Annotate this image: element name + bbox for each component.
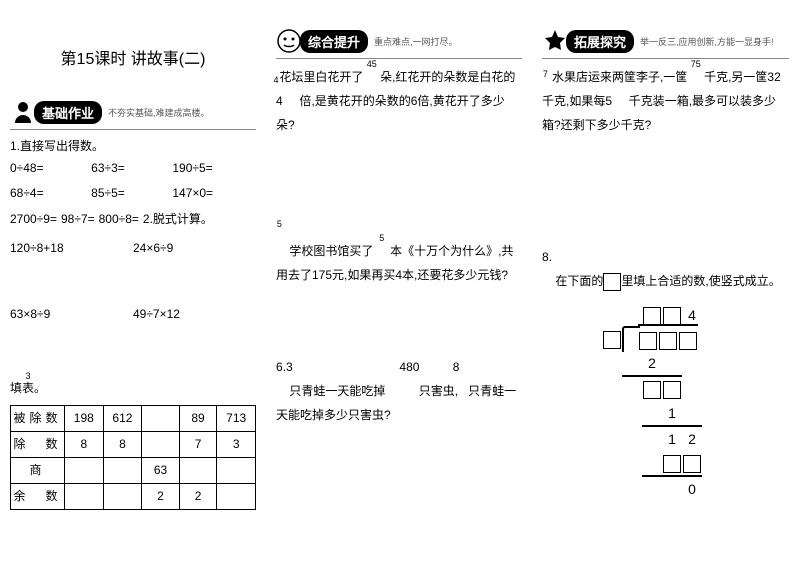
table-cell: 612 bbox=[103, 406, 142, 432]
section-ext-badge: 拓展探究 bbox=[566, 30, 634, 53]
table-cell bbox=[103, 458, 142, 484]
divider bbox=[10, 129, 256, 130]
divider bbox=[542, 58, 789, 59]
star-icon bbox=[542, 28, 568, 54]
page-title: 第15课时 讲故事(二) bbox=[10, 45, 256, 69]
q4: 4 花坛里白花开了 45 朵,红花开的朵数是白花的4 倍,是黄花开的朵数的6倍,… bbox=[276, 65, 522, 137]
vertical-division: 4 2 bbox=[602, 303, 789, 501]
section-basic-header: 基础作业 不夯实基础,难建成高楼。 bbox=[10, 99, 256, 125]
q2-stem: 2.脱式计算。 bbox=[143, 209, 213, 231]
q3-table: 被除数 198 612 89 713 除 数 8 8 7 3 商 63 bbox=[10, 405, 256, 510]
q4-sup: 45 bbox=[367, 65, 377, 89]
table-header: 商 bbox=[11, 458, 65, 484]
table-cell bbox=[64, 484, 103, 510]
calc-cell: 63÷3= bbox=[91, 158, 172, 180]
calc-cell: 0÷48= bbox=[10, 158, 91, 180]
calc-cell: 98÷7= bbox=[61, 209, 95, 231]
calc-cell: 85÷5= bbox=[91, 183, 172, 205]
q7-text: 水果店运来两筐李子,一筐 bbox=[552, 70, 687, 84]
q5-text: 学校图书馆买了 bbox=[289, 244, 373, 258]
person-icon bbox=[10, 99, 36, 125]
table-cell bbox=[179, 458, 217, 484]
q4-text: 花坛里白花开了 bbox=[279, 70, 363, 84]
table-cell: 2 bbox=[179, 484, 217, 510]
calc-cell: 24×6÷9 bbox=[133, 238, 256, 260]
q6-n2: 480 bbox=[399, 360, 419, 374]
q6-text: 只青蛙一天能吃掉 bbox=[289, 384, 385, 398]
table-header: 被除数 bbox=[11, 406, 65, 432]
q8-stem2: 里填上合适的数,使竖式成立。 bbox=[621, 274, 780, 288]
table-cell: 7 bbox=[179, 432, 217, 458]
q7-sup: 75 bbox=[691, 65, 701, 89]
table-cell: 63 bbox=[142, 458, 180, 484]
calc-cell: 800÷8= bbox=[99, 209, 139, 231]
q6: 6.3 480 8 只青蛙一天能吃掉 只害虫, 只青蛙一天能吃掉多少只害虫? bbox=[276, 355, 522, 427]
q8-num: 8 bbox=[542, 250, 549, 264]
q1-stem: 1.直接写出得数。 bbox=[10, 136, 256, 158]
table-cell bbox=[217, 458, 256, 484]
q3-num: 3 填表。 bbox=[10, 378, 46, 400]
q8-stem: 在下面的 bbox=[555, 274, 603, 288]
table-header: 除 数 bbox=[11, 432, 65, 458]
calc-cell: 49÷7×12 bbox=[133, 304, 256, 326]
table-cell: 713 bbox=[217, 406, 256, 432]
table-cell bbox=[103, 484, 142, 510]
table-cell bbox=[142, 432, 180, 458]
table-cell bbox=[142, 406, 180, 432]
face-icon bbox=[276, 28, 302, 54]
q6-text: 只害虫, bbox=[419, 384, 458, 398]
q6-num: 6 bbox=[276, 360, 283, 374]
calc-cell: 68÷4= bbox=[10, 183, 91, 205]
table-cell bbox=[217, 484, 256, 510]
q5: 5 学校图书馆买了 5 本《十万个为什么》,共用去了175元,如果再买4本,还要… bbox=[276, 215, 522, 287]
q6-n3: 8 bbox=[453, 360, 460, 374]
q5-sup: 5 bbox=[377, 239, 387, 263]
calc-cell: 147×0= bbox=[172, 183, 253, 205]
table-cell: 8 bbox=[103, 432, 142, 458]
table-cell: 2 bbox=[142, 484, 180, 510]
table-cell: 8 bbox=[64, 432, 103, 458]
section-comp-header: 综合提升 重点难点,一网打尽。 bbox=[276, 28, 522, 54]
table-header: 余 数 bbox=[11, 484, 65, 510]
q7: 7 水果店运来两筐李子,一筐 75 千克,另一筐32千克,如果每5 千克装一箱,… bbox=[542, 65, 789, 137]
q2: 120÷8+18 24×6÷9 63×8÷9 49÷7×12 bbox=[10, 238, 256, 369]
calc-cell: 2700÷9= bbox=[10, 209, 57, 231]
section-basic-caption: 不夯实基础,难建成高楼。 bbox=[108, 106, 256, 119]
section-basic-badge: 基础作业 bbox=[34, 101, 102, 124]
section-ext-header: 拓展探究 举一反三,应用创新,方能一显身手! bbox=[542, 28, 789, 54]
calc-cell: 63×8÷9 bbox=[10, 304, 133, 326]
table-cell: 3 bbox=[217, 432, 256, 458]
section-ext-caption: 举一反三,应用创新,方能一显身手! bbox=[640, 35, 789, 48]
calc-cell: 190÷5= bbox=[172, 158, 253, 180]
table-cell: 89 bbox=[179, 406, 217, 432]
table-cell bbox=[64, 458, 103, 484]
section-comp-badge: 综合提升 bbox=[300, 30, 368, 53]
q8: 8. 在下面的里填上合适的数,使竖式成立。 4 2 bbox=[542, 245, 789, 501]
q1: 1.直接写出得数。 0÷48= 63÷3= 190÷5= 68÷4= 85÷5=… bbox=[10, 136, 256, 230]
section-comp-caption: 重点难点,一网打尽。 bbox=[374, 35, 522, 48]
blank-box bbox=[603, 273, 621, 291]
divider bbox=[276, 58, 522, 59]
q4-text: 倍,是黄花开的朵数的6倍,黄花开了多少朵? bbox=[276, 94, 505, 132]
calc-cell: 120÷8+18 bbox=[10, 238, 133, 260]
q3: 3 填表。 被除数 198 612 89 713 除 数 8 8 7 3 bbox=[10, 378, 256, 511]
table-cell: 198 bbox=[64, 406, 103, 432]
